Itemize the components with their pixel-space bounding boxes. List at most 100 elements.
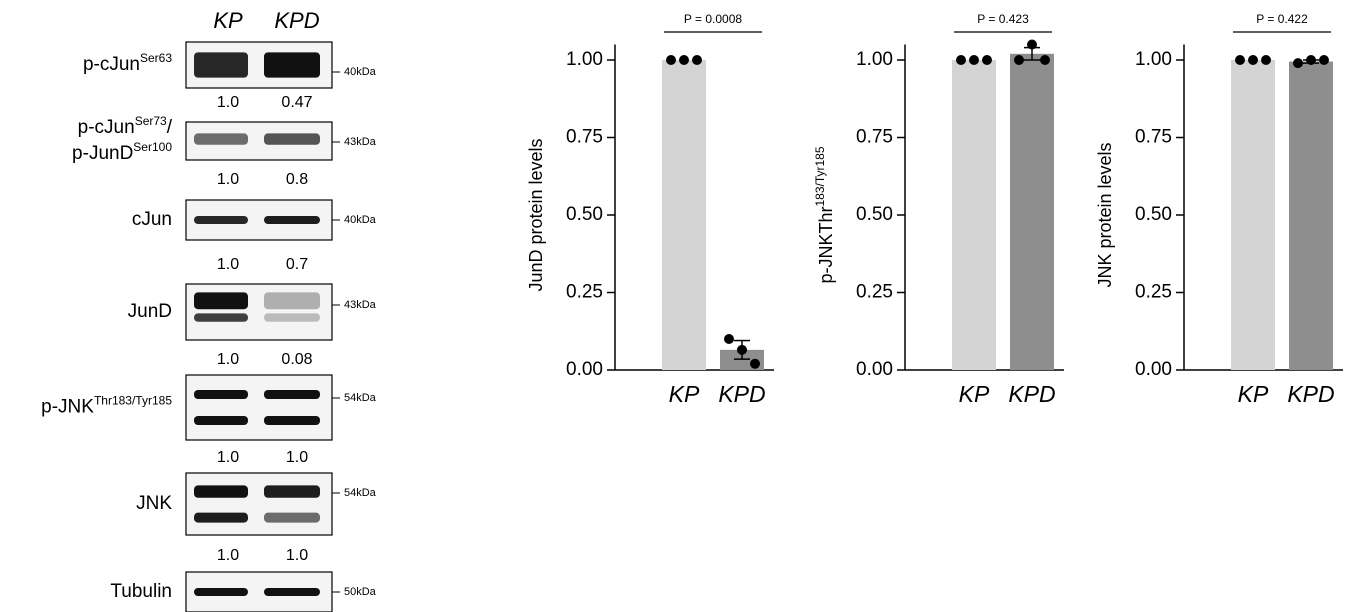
label-text: p-JNK — [41, 397, 94, 418]
y-axis-label: JunD protein levels — [526, 138, 546, 291]
quant-label: 1.0 — [217, 94, 239, 111]
label-text: JNK — [136, 493, 172, 514]
data-point — [1306, 55, 1316, 65]
blot-band — [194, 52, 248, 77]
y-tick-label: 1.00 — [1135, 49, 1172, 70]
kda-label: 54kDa — [344, 487, 377, 499]
bar — [952, 60, 996, 370]
blot-band — [264, 52, 320, 77]
ylabel-text: p-JNKThr — [816, 207, 836, 284]
x-tick-label: KP — [959, 381, 990, 407]
kda-label: 43kDa — [344, 299, 377, 311]
blot-band — [264, 390, 320, 399]
label-text: p-cJun — [78, 117, 135, 138]
kda-label: 50kDa — [344, 586, 377, 598]
y-tick-label: 1.00 — [856, 49, 893, 70]
lane-header: KPD — [274, 8, 319, 33]
blot-band — [264, 292, 320, 309]
figure: KPKPD40kDap-cJunSer631.00.4743kDap-cJunS… — [0, 0, 1360, 612]
label-text: p-cJun — [83, 54, 140, 75]
data-point — [1248, 55, 1258, 65]
label-sup: Ser73 — [135, 114, 167, 128]
quant-label: 1.0 — [217, 547, 239, 564]
blot-label: p-cJunSer73/ — [78, 114, 173, 138]
data-point — [956, 55, 966, 65]
data-point — [666, 55, 676, 65]
quant-label: 0.08 — [281, 351, 312, 368]
x-tick-label: KP — [1238, 381, 1269, 407]
blot-band — [194, 416, 248, 425]
ylabel-sup: 183/Tyr185 — [813, 146, 827, 206]
blot-band — [264, 216, 320, 224]
data-point — [1261, 55, 1271, 65]
ylabel-text: JunD protein levels — [526, 138, 546, 291]
blot-label: JNK — [136, 493, 172, 514]
data-point — [1040, 55, 1050, 65]
y-tick-label: 0.50 — [1135, 204, 1172, 225]
x-tick-label: KPD — [1008, 381, 1055, 407]
quant-label: 1.0 — [286, 449, 308, 466]
blot-band — [194, 133, 248, 144]
y-tick-label: 0.00 — [566, 359, 603, 380]
blot-frame — [186, 473, 332, 535]
blot-band — [264, 588, 320, 596]
y-tick-label: 0.25 — [566, 282, 603, 303]
data-point — [1027, 40, 1037, 50]
kda-label: 54kDa — [344, 392, 377, 404]
y-tick-label: 0.50 — [566, 204, 603, 225]
lane-header: KP — [213, 8, 243, 33]
p-value: P = 0.422 — [1256, 12, 1308, 26]
data-point — [1293, 58, 1303, 68]
p-value: P = 0.423 — [977, 12, 1029, 26]
y-tick-label: 0.25 — [1135, 282, 1172, 303]
label-sup: Ser63 — [140, 51, 172, 65]
quant-label: 0.7 — [286, 256, 308, 273]
y-tick-label: 0.00 — [856, 359, 893, 380]
label-text: Tubulin — [110, 581, 172, 602]
blot-label: p-JunDSer100 — [72, 140, 172, 164]
label-sup: Ser100 — [133, 140, 172, 154]
quant-label: 1.0 — [217, 256, 239, 273]
blot-label: p-cJunSer63 — [83, 51, 172, 75]
y-axis-label: JNK protein levels — [1095, 142, 1115, 287]
data-point — [969, 55, 979, 65]
label-text: p-JunD — [72, 143, 133, 164]
bar — [1231, 60, 1275, 370]
y-tick-label: 0.75 — [1135, 127, 1172, 148]
y-tick-label: 0.75 — [566, 127, 603, 148]
label-text: cJun — [132, 209, 172, 230]
x-tick-label: KPD — [1287, 381, 1334, 407]
blot-band — [194, 292, 248, 309]
bar — [662, 60, 706, 370]
data-point — [1014, 55, 1024, 65]
blot-band — [264, 485, 320, 497]
blot-band — [194, 313, 248, 321]
data-point — [750, 359, 760, 369]
blot-band — [194, 588, 248, 596]
blot-band — [194, 390, 248, 399]
blot-band — [264, 133, 320, 144]
blot-band — [264, 416, 320, 425]
blot-label: cJun — [132, 209, 172, 230]
quant-label: 1.0 — [217, 171, 239, 188]
data-point — [692, 55, 702, 65]
blot-band — [264, 313, 320, 321]
quant-label: 0.8 — [286, 171, 308, 188]
p-value: P = 0.0008 — [684, 12, 742, 26]
quant-label: 0.47 — [281, 94, 312, 111]
quant-label: 1.0 — [217, 351, 239, 368]
kda-label: 40kDa — [344, 214, 377, 226]
data-point — [1319, 55, 1329, 65]
y-tick-label: 1.00 — [566, 49, 603, 70]
kda-label: 43kDa — [344, 136, 377, 148]
blot-label: p-JNKThr183/Tyr185 — [41, 394, 172, 418]
data-point — [679, 55, 689, 65]
page: KPKPD40kDap-cJunSer631.00.4743kDap-cJunS… — [0, 0, 1360, 612]
bar — [1289, 62, 1333, 370]
bar — [1010, 54, 1054, 370]
data-point — [1235, 55, 1245, 65]
data-point — [724, 334, 734, 344]
x-tick-label: KP — [669, 381, 700, 407]
blot-band — [194, 485, 248, 497]
label-after: / — [167, 117, 173, 138]
